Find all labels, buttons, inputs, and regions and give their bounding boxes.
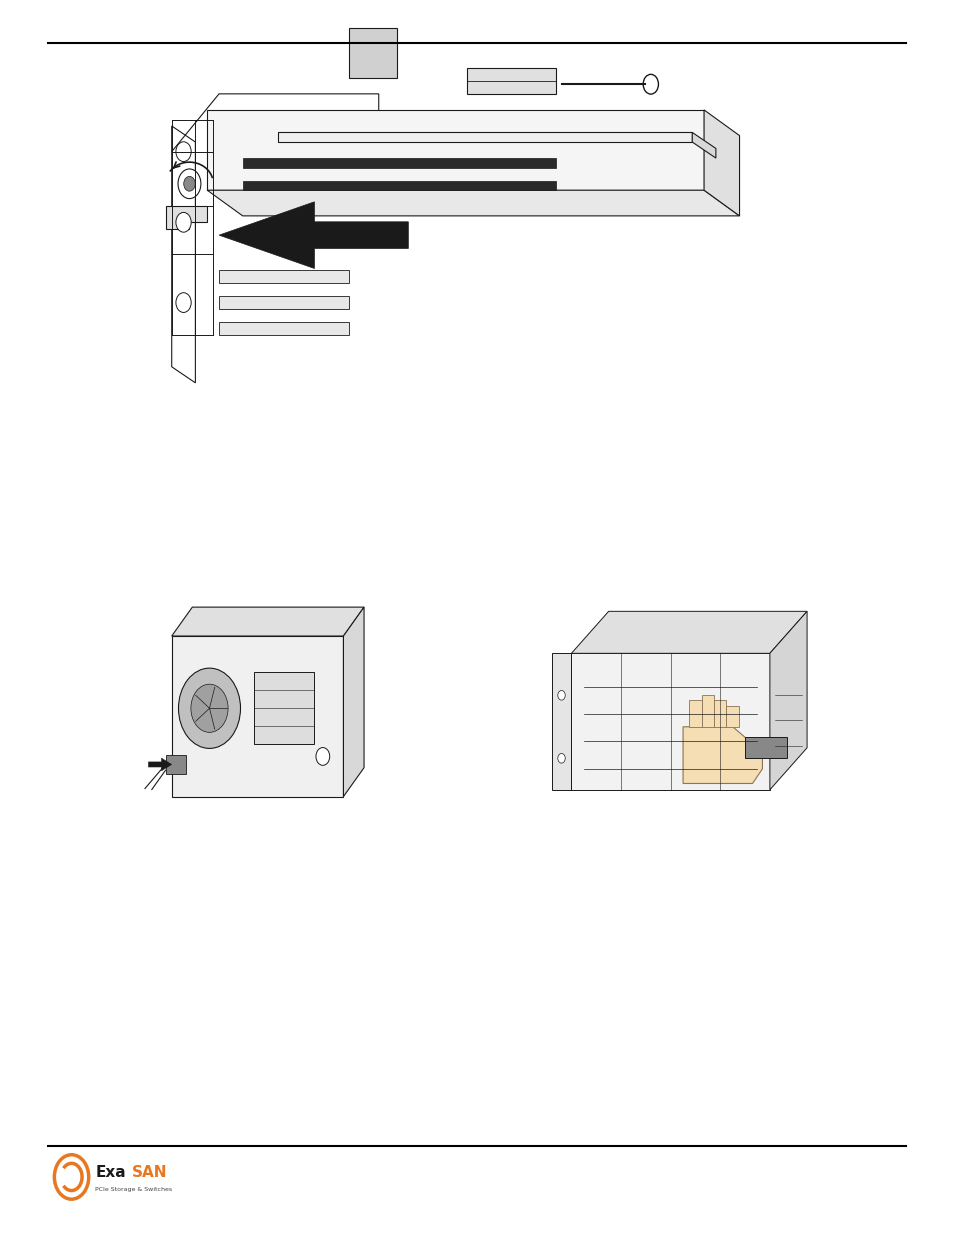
Circle shape bbox=[175, 293, 191, 312]
Polygon shape bbox=[713, 699, 725, 726]
Circle shape bbox=[191, 684, 228, 732]
Circle shape bbox=[642, 74, 658, 94]
Circle shape bbox=[175, 212, 191, 232]
Polygon shape bbox=[688, 699, 700, 726]
Polygon shape bbox=[343, 608, 364, 797]
Polygon shape bbox=[207, 110, 703, 190]
Polygon shape bbox=[467, 68, 556, 94]
Polygon shape bbox=[571, 653, 769, 790]
FancyBboxPatch shape bbox=[551, 653, 571, 790]
Circle shape bbox=[558, 690, 564, 700]
Polygon shape bbox=[278, 132, 692, 142]
FancyBboxPatch shape bbox=[253, 672, 314, 745]
Polygon shape bbox=[726, 706, 738, 726]
Polygon shape bbox=[703, 110, 739, 216]
Polygon shape bbox=[769, 611, 806, 790]
Polygon shape bbox=[242, 158, 556, 168]
Polygon shape bbox=[219, 322, 349, 335]
Circle shape bbox=[315, 747, 330, 766]
Circle shape bbox=[184, 177, 195, 191]
Circle shape bbox=[178, 169, 201, 199]
FancyBboxPatch shape bbox=[166, 755, 186, 774]
Polygon shape bbox=[682, 726, 761, 783]
Polygon shape bbox=[571, 611, 806, 653]
Polygon shape bbox=[242, 180, 556, 190]
Polygon shape bbox=[744, 737, 786, 758]
Circle shape bbox=[558, 753, 564, 763]
Polygon shape bbox=[219, 270, 349, 283]
Polygon shape bbox=[207, 190, 739, 216]
Polygon shape bbox=[219, 201, 408, 268]
Text: SAN: SAN bbox=[132, 1165, 167, 1179]
Circle shape bbox=[178, 668, 240, 748]
Polygon shape bbox=[172, 608, 364, 636]
Text: Exa: Exa bbox=[95, 1165, 126, 1179]
Polygon shape bbox=[700, 695, 713, 726]
Polygon shape bbox=[219, 296, 349, 309]
Circle shape bbox=[175, 142, 191, 162]
Polygon shape bbox=[149, 758, 172, 771]
Polygon shape bbox=[692, 132, 715, 158]
FancyBboxPatch shape bbox=[172, 636, 343, 797]
Text: PCIe Storage & Switches: PCIe Storage & Switches bbox=[95, 1187, 172, 1192]
FancyBboxPatch shape bbox=[349, 28, 396, 78]
Polygon shape bbox=[166, 206, 207, 228]
